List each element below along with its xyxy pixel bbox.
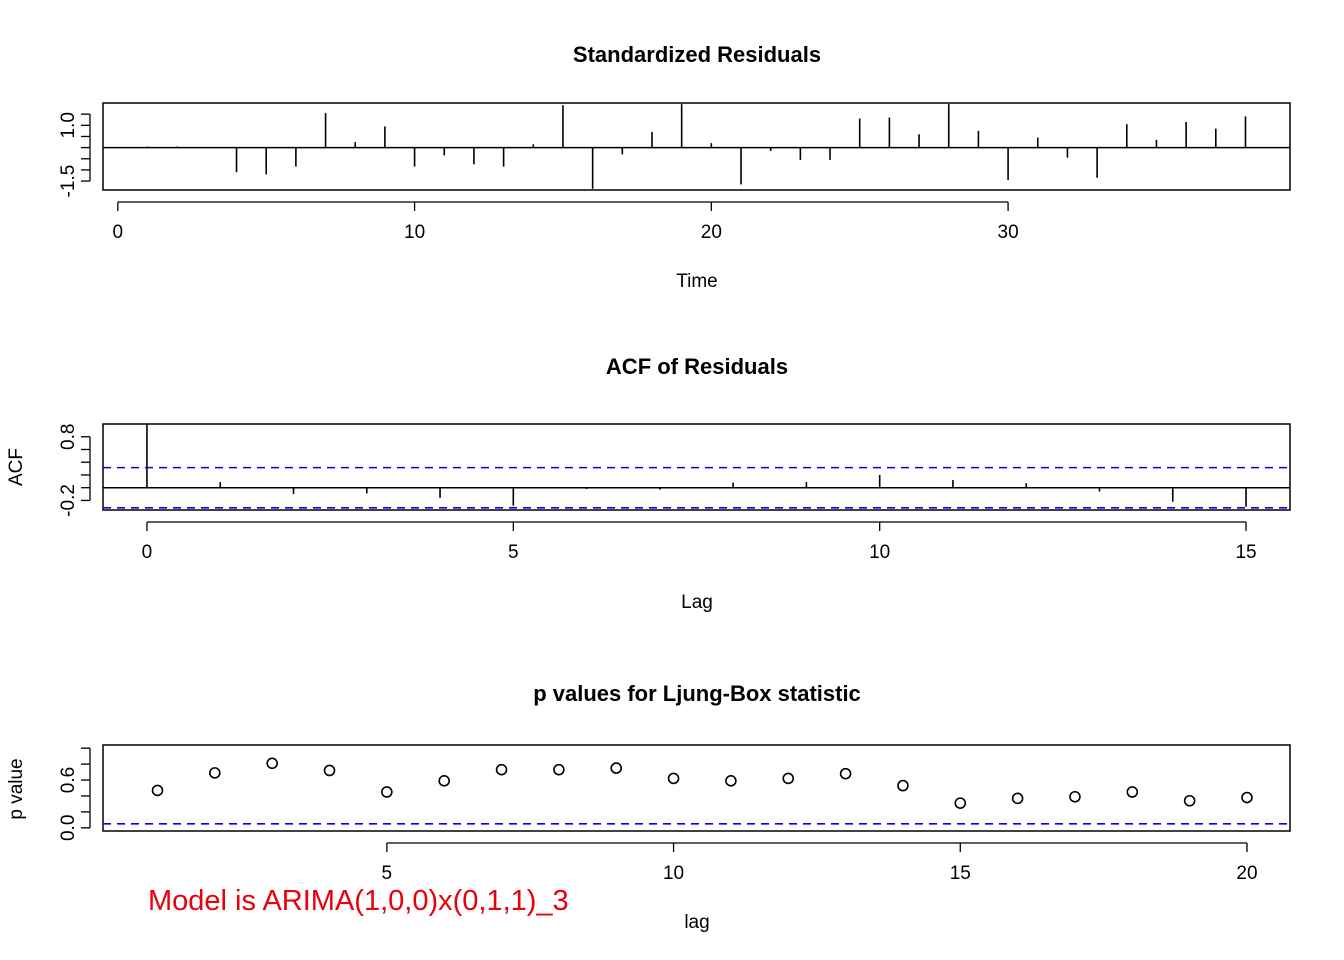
p-value-point <box>1241 791 1253 804</box>
acf-panel: ACF of Residuals Lag ACF 0 5 10 15 -0.2 0.8 <box>6 354 1291 613</box>
p-value-point <box>667 772 680 785</box>
p-value-point <box>1183 794 1196 807</box>
p-value-point <box>209 767 221 779</box>
residuals-xlabel: Time <box>676 271 718 292</box>
ljung-box-ylabel: p value <box>6 758 27 819</box>
ljung-box-y-tick-label: 0.0 <box>58 815 79 841</box>
ljung-box-x-tick-label: 5 <box>382 863 393 884</box>
ljung-box-x-tick-label: 20 <box>1236 863 1257 884</box>
residuals-x-tick-label: 20 <box>701 222 722 243</box>
acf-y-tick-label: -0.2 <box>58 484 79 517</box>
p-value-point <box>381 786 393 798</box>
ljung-box-xlabel: lag <box>684 912 709 933</box>
acf-y-tick-label: 0.8 <box>58 424 79 450</box>
acf-x-tick-label: 5 <box>508 542 519 563</box>
residuals-x-tick-label: 30 <box>998 222 1019 243</box>
p-value-point <box>1069 790 1081 803</box>
residuals-plot-frame <box>102 102 1291 191</box>
p-value-point <box>266 757 278 770</box>
acf-plot: 0 5 10 15 -0.2 0.8 <box>58 423 1291 563</box>
residuals-y-tick-label: -1.5 <box>58 165 79 198</box>
p-value-point <box>954 797 967 809</box>
acf-ylabel: ACF <box>6 448 27 486</box>
p-value-point <box>782 772 795 785</box>
p-value-point <box>495 763 508 776</box>
p-value-point <box>897 779 909 792</box>
p-value-point <box>323 764 336 777</box>
acf-x-tick-label: 10 <box>869 542 890 563</box>
ljung-box-title: p values for Ljung-Box statistic <box>533 681 861 706</box>
acf-title: ACF of Residuals <box>606 354 788 379</box>
p-value-point <box>1011 792 1024 805</box>
p-value-point <box>725 775 737 787</box>
ljung-box-x-tick-label: 15 <box>950 863 971 884</box>
residuals-plot: 0 10 20 30 -1.5 1.0 <box>58 102 1291 243</box>
model-note: Model is ARIMA(1,0,0)x(0,1,1)_3 <box>148 885 569 917</box>
residuals-x-tick-label: 0 <box>113 222 124 243</box>
ljung-box-plot: 5 10 15 20 0.0 0.6 <box>58 744 1291 884</box>
p-value-point <box>1126 786 1139 798</box>
ljung-box-x-tick-label: 10 <box>663 863 684 884</box>
ljung-box-y-tick-label: 0.6 <box>58 767 79 793</box>
acf-x-tick-label: 0 <box>142 542 153 563</box>
acf-x-tick-label: 15 <box>1235 542 1256 563</box>
p-value-point <box>553 763 565 776</box>
residuals-panel: Standardized Residuals Time 0 10 20 30 -1.5 1… <box>58 42 1291 292</box>
p-value-point <box>438 775 450 787</box>
residuals-y-tick-label: 1.0 <box>58 112 79 138</box>
p-value-point <box>839 767 852 780</box>
ljung-box-plot-frame <box>102 744 1291 832</box>
ljung-box-panel: p values for Ljung-Box statistic lag p v… <box>6 681 1291 933</box>
acf-xlabel: Lag <box>681 592 713 613</box>
p-value-point <box>151 784 164 797</box>
p-value-point <box>610 762 623 774</box>
residuals-x-tick-label: 10 <box>404 222 425 243</box>
residuals-title: Standardized Residuals <box>573 42 821 67</box>
